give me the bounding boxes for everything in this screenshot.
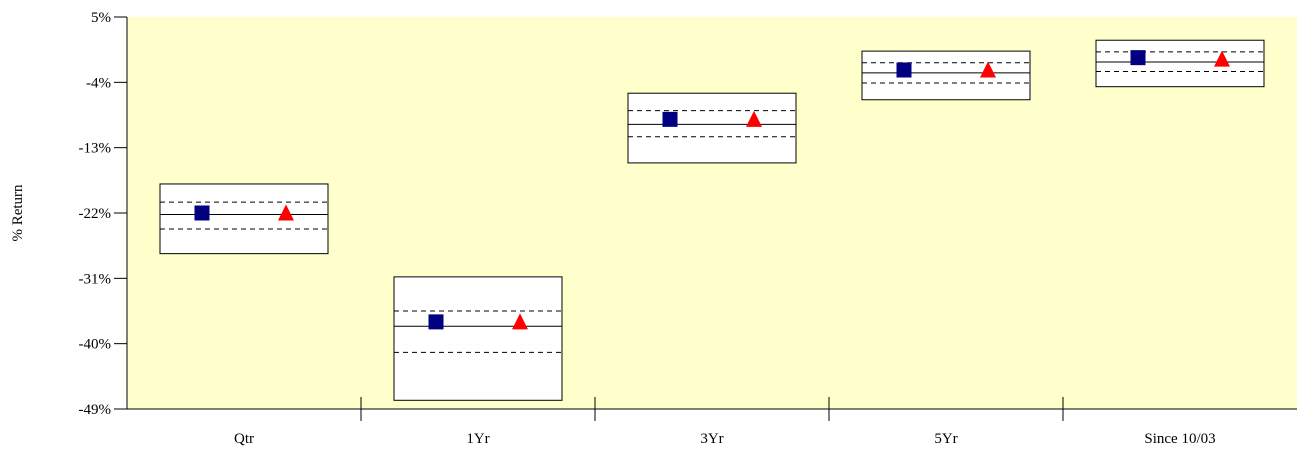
y-tick-label: 5% (91, 10, 111, 26)
box-1yr (393, 276, 563, 401)
x-tick-label: 5Yr (934, 431, 957, 447)
y-tick-label: -49% (79, 402, 112, 418)
square-marker (896, 62, 912, 78)
triangle-marker (278, 204, 294, 221)
triangle-marker (980, 61, 996, 78)
triangle-marker (512, 313, 528, 330)
square-marker (662, 111, 678, 127)
x-tick-label: 1Yr (466, 431, 489, 447)
square-marker (1130, 50, 1146, 66)
x-tick-label: 3Yr (700, 431, 723, 447)
triangle-marker (1214, 50, 1230, 67)
box-5yr (861, 50, 1031, 101)
box-rect (1095, 39, 1265, 88)
box-rect (627, 92, 797, 164)
y-tick-label: -4% (86, 75, 111, 91)
box-rect (393, 276, 563, 401)
square-marker (428, 314, 444, 330)
markers (194, 50, 1230, 330)
boxes (159, 39, 1265, 401)
box-since-10-03 (1095, 39, 1265, 88)
triangle-marker (746, 110, 762, 127)
x-tick-label: Since 10/03 (1144, 431, 1215, 447)
y-tick-label: -13% (79, 141, 112, 157)
x-tick-label: Qtr (234, 431, 254, 447)
y-tick-label: -22% (79, 206, 112, 222)
y-tick-label: -40% (79, 337, 112, 353)
box-qtr (159, 183, 329, 255)
square-marker (194, 205, 210, 221)
box-3yr (627, 92, 797, 164)
y-axis: 5% -4% -13% -22% -31% -40% -49% (79, 10, 128, 418)
box-rect (159, 183, 329, 255)
x-axis: Qtr 1Yr 3Yr 5Yr Since 10/03 (127, 397, 1297, 447)
y-tick-label: -31% (79, 271, 112, 287)
y-axis-title: % Return (10, 184, 26, 242)
box-rect (861, 50, 1031, 101)
